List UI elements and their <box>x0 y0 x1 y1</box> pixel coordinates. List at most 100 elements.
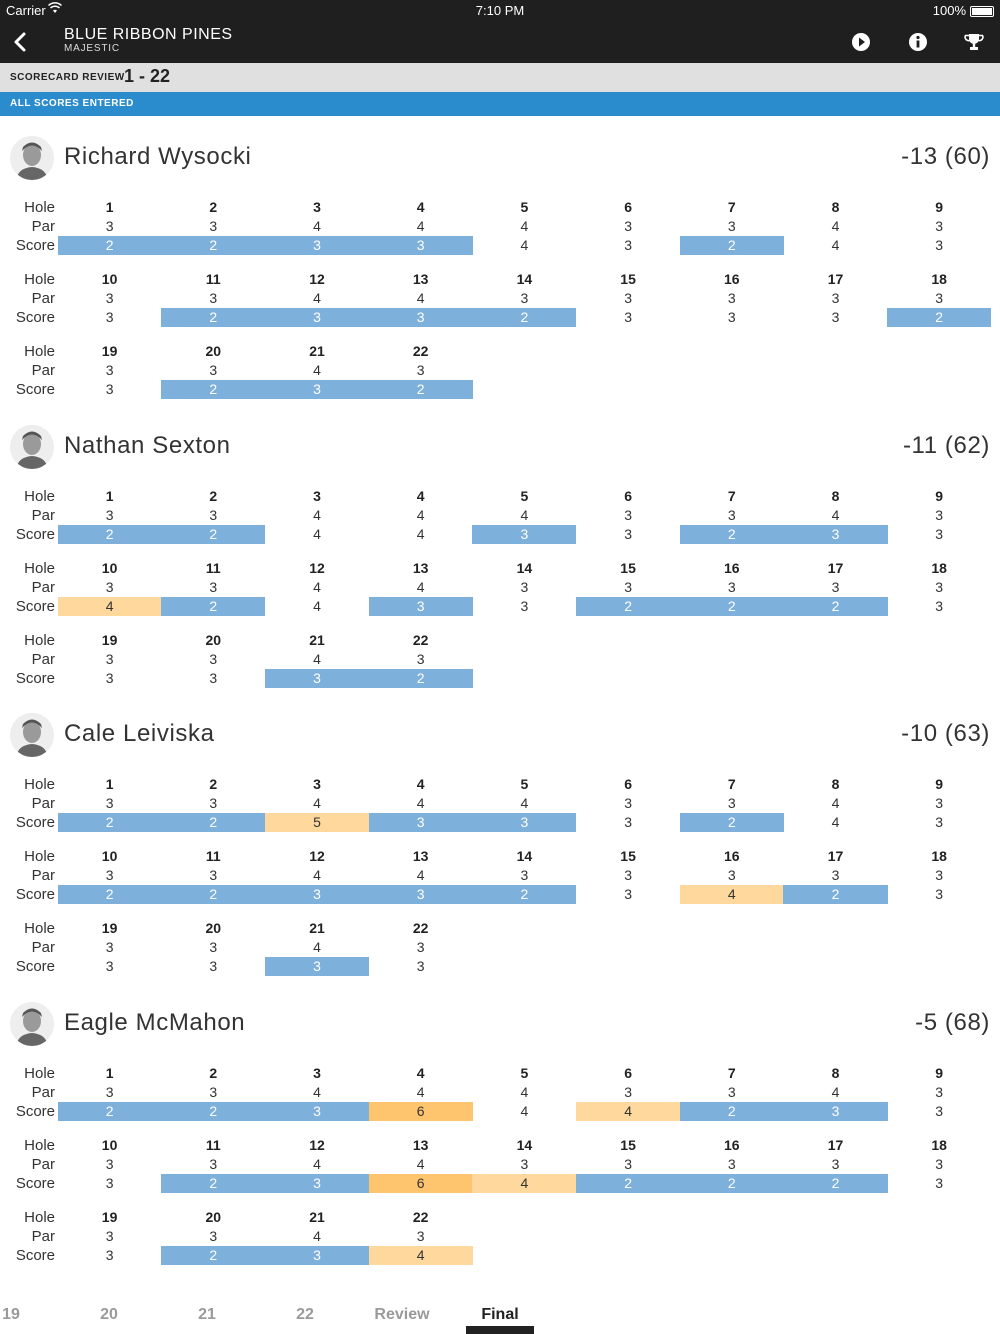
hole-cell: 11 <box>205 1136 221 1153</box>
hole-cell: 4 <box>416 487 425 504</box>
hole-cell: 6 <box>624 1064 632 1081</box>
tab-21[interactable]: 21 <box>198 1306 216 1323</box>
score-cell: 2 <box>472 308 577 327</box>
tab-review[interactable]: Review <box>374 1306 430 1323</box>
par-cell: 4 <box>313 1155 321 1172</box>
hole-cell: 1 <box>105 487 114 504</box>
score-cell: 2 <box>57 813 162 832</box>
par-row: Par 3 3 4 3 <box>0 938 1000 957</box>
scores-status-text: ALL SCORES ENTERED <box>10 98 134 109</box>
hole-cell: 4 <box>416 776 425 792</box>
player-name: Eagle McMahon <box>64 1008 246 1036</box>
par-cell: 4 <box>520 795 529 811</box>
play-button[interactable] <box>849 30 873 54</box>
hole-cell: 7 <box>727 1064 736 1081</box>
score-row: Score 3 2 3 2 <box>0 380 1000 399</box>
hole-cell: 13 <box>412 271 429 287</box>
score-cell: 4 <box>831 237 840 253</box>
par-row-label: Par <box>31 218 55 235</box>
par-cell: 4 <box>520 218 529 234</box>
hole-cell: 4 <box>416 199 425 215</box>
score-cell: 3 <box>209 669 218 686</box>
score-cell: 3 <box>472 813 577 832</box>
chevron-left-icon <box>14 32 26 52</box>
hole-cell: 5 <box>520 487 529 504</box>
par-cell: 3 <box>727 290 736 306</box>
tab-22[interactable]: 22 <box>296 1306 314 1323</box>
tab-final[interactable]: Final <box>481 1306 519 1323</box>
hole-cell: 15 <box>620 559 636 576</box>
hole-cell: 19 <box>101 343 118 359</box>
par-cell: 3 <box>831 867 840 883</box>
hole-cell: 3 <box>313 487 321 504</box>
score-row: Score 4 2 4 3 3 2 2 2 3 <box>0 596 1000 616</box>
score-cell: 3 <box>624 309 632 325</box>
par-cell: 3 <box>209 939 218 955</box>
par-cell: 4 <box>416 578 425 595</box>
player-avatar <box>10 424 54 469</box>
hole-cell: 2 <box>209 776 218 792</box>
par-row-label: Par <box>31 1155 55 1173</box>
score-cell: 2 <box>57 524 162 544</box>
hole-cell: 21 <box>309 631 325 648</box>
hole-cell: 7 <box>727 776 736 792</box>
hole-cell: 9 <box>935 1064 944 1081</box>
hole-cell: 5 <box>520 776 529 792</box>
hole-row: Hole 19 20 21 22 <box>0 631 1000 650</box>
score-row-label: Score <box>15 886 55 903</box>
back-button[interactable] <box>8 26 38 58</box>
nav-bar: BLUE RIBBON PINES MAJESTIC <box>0 22 1000 63</box>
par-cell: 3 <box>624 218 632 234</box>
hole-row: Hole 10 11 12 13 14 15 16 17 18 <box>0 847 1000 866</box>
info-button[interactable] <box>906 30 930 54</box>
score-cell: 3 <box>935 597 944 614</box>
hole-cell: 8 <box>831 776 840 792</box>
score-cell: 4 <box>576 1101 681 1121</box>
hole-cell: 22 <box>412 343 429 359</box>
carrier-label: Carrier <box>6 3 46 18</box>
hole-cell: 12 <box>309 848 325 864</box>
hole-cell: 10 <box>101 559 118 576</box>
hole-cell: 11 <box>205 848 221 864</box>
score-cell: 3 <box>935 886 944 902</box>
hole-cell: 6 <box>624 199 632 215</box>
player-name: Cale Leiviska <box>64 720 215 747</box>
par-cell: 3 <box>105 290 114 306</box>
hole-cell: 20 <box>205 631 222 648</box>
score-cell: 3 <box>209 958 218 974</box>
hole-cell: 11 <box>205 271 221 287</box>
score-cell: 3 <box>264 1101 370 1121</box>
par-cell: 3 <box>624 867 632 883</box>
score-cell: 3 <box>624 237 632 253</box>
score-cell: 4 <box>313 597 321 614</box>
score-row: Score 3 3 3 3 <box>0 957 1000 976</box>
par-cell: 3 <box>935 218 944 234</box>
score-row-label: Score <box>15 814 55 831</box>
par-cell: 3 <box>416 650 425 667</box>
hole-cell: 6 <box>624 776 632 792</box>
par-cell: 3 <box>624 795 632 811</box>
par-cell: 3 <box>727 218 736 234</box>
hole-cell: 17 <box>827 848 844 864</box>
score-row: Score 3 2 3 6 4 2 2 2 3 <box>0 1173 1000 1193</box>
score-cell: 2 <box>679 524 784 544</box>
hole-cell: 20 <box>205 920 222 936</box>
tab-20[interactable]: 20 <box>100 1306 118 1323</box>
par-cell: 4 <box>313 867 321 883</box>
info-icon <box>909 33 927 51</box>
score-cell: 6 <box>368 1173 473 1193</box>
tab-19[interactable]: 19 <box>2 1306 20 1323</box>
hole-cell: 13 <box>412 559 429 576</box>
par-cell: 3 <box>209 650 218 667</box>
hole-cell: 18 <box>931 271 947 287</box>
score-cell: 3 <box>105 1246 114 1263</box>
score-row: Score 3 3 3 2 <box>0 668 1000 688</box>
player-scorecard: Nathan Sexton -11 (62) Hole 1 2 3 4 5 6 7 8 9 Par 3 3 4… <box>0 405 1000 693</box>
score-cell: 3 <box>264 885 370 904</box>
hole-row: Hole 1 2 3 4 5 6 7 8 9 <box>0 1064 1000 1083</box>
trophy-button[interactable] <box>962 30 986 54</box>
par-cell: 4 <box>416 867 425 883</box>
par-cell: 3 <box>624 1083 632 1100</box>
hole-cell: 18 <box>931 1136 947 1153</box>
play-icon <box>852 33 870 51</box>
